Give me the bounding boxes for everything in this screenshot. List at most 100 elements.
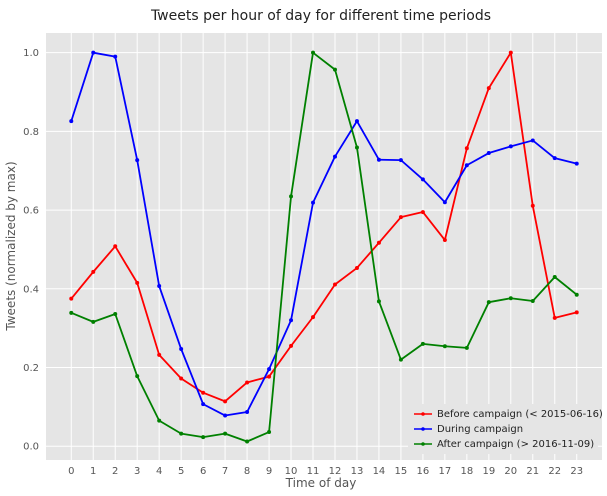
data-point <box>91 50 96 55</box>
x-tick-label: 16 <box>417 466 430 477</box>
data-point <box>157 418 162 423</box>
x-tick-label: 8 <box>244 466 250 477</box>
x-tick-label: 23 <box>570 466 583 477</box>
data-point <box>552 275 557 279</box>
x-tick-label: 3 <box>134 466 140 477</box>
x-tick-label: 2 <box>112 466 118 477</box>
x-tick-label: 19 <box>482 466 495 477</box>
data-point <box>420 210 425 215</box>
legend-marker-after <box>421 442 425 446</box>
data-point <box>245 439 250 444</box>
x-tick-label: 12 <box>329 466 342 477</box>
data-point <box>376 299 381 304</box>
data-point <box>574 292 579 297</box>
data-point <box>420 341 425 346</box>
data-point <box>267 430 272 435</box>
data-point <box>420 177 425 182</box>
data-point <box>530 138 535 143</box>
data-point <box>508 296 513 301</box>
data-point <box>223 413 228 418</box>
grid-lines <box>46 33 602 460</box>
legend-marker-before <box>421 412 425 416</box>
series-line <box>70 51 577 417</box>
data-point <box>442 238 447 243</box>
data-point <box>464 146 469 151</box>
data-point <box>267 374 272 379</box>
plot-background <box>46 33 602 460</box>
data-point <box>245 380 250 385</box>
legend-box <box>408 404 598 454</box>
data-point <box>201 402 206 407</box>
x-tick-label: 21 <box>526 466 539 477</box>
data-point <box>486 86 491 91</box>
data-point <box>486 151 491 156</box>
data-point <box>354 145 359 150</box>
x-tick-label: 7 <box>222 466 228 477</box>
series-before <box>69 50 579 404</box>
legend: Before campaign (< 2015-06-16) During ca… <box>408 404 603 454</box>
data-point <box>245 409 250 414</box>
data-point <box>442 200 447 205</box>
series-line <box>70 51 577 403</box>
x-tick-label: 22 <box>548 466 561 477</box>
x-tick-label: 11 <box>307 466 320 477</box>
y-tick-label: 1.0 <box>23 48 39 59</box>
y-tick-label: 0.2 <box>23 363 39 374</box>
x-tick-label: 0 <box>68 466 74 477</box>
x-axis-label: Time of day <box>285 476 357 490</box>
x-tick-label: 14 <box>373 466 386 477</box>
data-point <box>201 390 206 395</box>
y-tick-label: 0.0 <box>23 442 39 453</box>
data-point <box>69 119 74 124</box>
x-tick-label: 5 <box>178 466 184 477</box>
data-point <box>135 280 140 285</box>
y-axis-label: Tweets (normalized by max) <box>4 161 18 331</box>
series-line <box>70 51 578 443</box>
x-tick-label: 4 <box>156 466 162 477</box>
data-point <box>332 67 337 72</box>
x-tick-label: 17 <box>439 466 452 477</box>
x-tick-label: 1 <box>90 466 96 477</box>
data-point <box>398 357 403 362</box>
data-point <box>289 318 294 323</box>
data-point <box>398 215 403 220</box>
data-point <box>157 352 162 357</box>
data-point <box>311 50 316 55</box>
legend-label-before: Before campaign (< 2015-06-16) <box>437 409 603 420</box>
data-point <box>113 54 118 59</box>
data-point <box>113 311 118 316</box>
data-point <box>135 374 140 379</box>
series-lines <box>69 50 579 444</box>
series-after <box>69 50 579 444</box>
x-tick-label: 20 <box>504 466 517 477</box>
x-tick-label: 10 <box>285 466 298 477</box>
y-tick-label: 0.6 <box>23 206 39 217</box>
data-point <box>223 431 228 436</box>
series-during <box>69 50 579 418</box>
y-tick-label: 0.8 <box>23 127 39 138</box>
data-point <box>552 156 557 161</box>
data-point <box>332 282 337 287</box>
legend-label-after: After campaign (> 2016-11-09) <box>437 439 594 450</box>
data-point <box>552 315 557 320</box>
data-point <box>179 347 184 352</box>
data-point <box>289 343 294 348</box>
data-point <box>311 315 316 320</box>
data-point <box>69 296 74 301</box>
data-point <box>69 310 74 315</box>
data-point <box>354 265 359 270</box>
chart-title: Tweets per hour of day for different tim… <box>150 8 491 24</box>
y-tick-labels: 0.0 0.2 0.4 0.6 0.8 1.0 <box>23 48 39 453</box>
data-point <box>508 144 513 149</box>
data-point <box>354 119 359 124</box>
data-point <box>91 269 96 274</box>
data-point <box>113 244 118 249</box>
legend-entry-after: After campaign (> 2016-11-09) <box>414 439 594 450</box>
y-tick-label: 0.4 <box>23 284 39 295</box>
x-tick-label: 9 <box>266 466 272 477</box>
data-point <box>530 203 535 208</box>
legend-entry-before: Before campaign (< 2015-06-16) <box>414 409 603 420</box>
data-point <box>464 163 469 168</box>
